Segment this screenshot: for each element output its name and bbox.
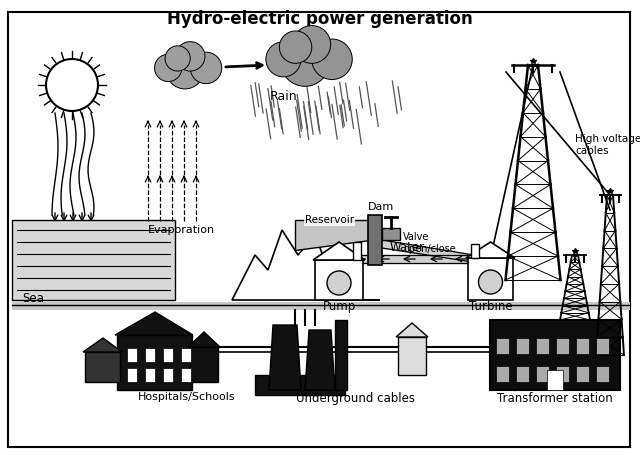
Text: Sea: Sea <box>22 292 44 305</box>
Bar <box>496 366 509 382</box>
Circle shape <box>165 46 190 71</box>
Text: Evaporation: Evaporation <box>148 225 215 235</box>
Bar <box>117 335 192 390</box>
Circle shape <box>281 38 330 86</box>
Bar <box>496 338 509 354</box>
Text: Transformer station: Transformer station <box>497 392 613 405</box>
Bar <box>163 368 173 382</box>
Text: Reservoir: Reservoir <box>305 215 354 225</box>
Bar <box>353 242 361 260</box>
Polygon shape <box>466 242 515 258</box>
Text: Underground cables: Underground cables <box>296 392 415 405</box>
Text: Water: Water <box>390 241 425 254</box>
Polygon shape <box>232 230 380 300</box>
Bar <box>190 347 218 382</box>
Bar <box>145 348 155 362</box>
Circle shape <box>166 51 204 89</box>
Bar <box>127 348 137 362</box>
Circle shape <box>154 54 182 81</box>
Circle shape <box>479 270 502 294</box>
Text: Rain: Rain <box>270 90 298 103</box>
Bar <box>127 368 137 382</box>
Polygon shape <box>83 338 122 352</box>
Bar <box>516 338 529 354</box>
Bar <box>556 338 569 354</box>
Bar <box>516 366 529 382</box>
Bar <box>468 258 513 300</box>
Circle shape <box>327 271 351 295</box>
Polygon shape <box>188 332 220 347</box>
Bar <box>368 215 382 265</box>
Bar <box>315 260 363 300</box>
Bar <box>163 348 173 362</box>
Bar <box>181 368 191 382</box>
Circle shape <box>266 42 301 77</box>
Circle shape <box>279 31 312 63</box>
Text: Hydro-electric power generation: Hydro-electric power generation <box>167 10 473 28</box>
Bar <box>576 366 589 382</box>
Bar <box>547 370 563 390</box>
Polygon shape <box>295 220 370 250</box>
Polygon shape <box>396 323 428 337</box>
Bar <box>398 337 426 375</box>
Circle shape <box>190 52 221 84</box>
Bar <box>382 228 400 240</box>
Bar <box>12 302 630 310</box>
Text: Hospitals/Schools: Hospitals/Schools <box>138 392 236 402</box>
Circle shape <box>312 39 352 80</box>
Text: Dam: Dam <box>368 202 394 212</box>
Bar <box>255 375 345 395</box>
Bar <box>556 366 569 382</box>
Bar <box>596 366 609 382</box>
Circle shape <box>175 42 205 71</box>
Bar <box>536 366 549 382</box>
Circle shape <box>46 59 98 111</box>
Text: High voltage
cables: High voltage cables <box>575 134 640 156</box>
Polygon shape <box>305 330 335 390</box>
Bar <box>12 220 175 300</box>
Bar <box>576 338 589 354</box>
Circle shape <box>293 25 331 63</box>
Polygon shape <box>313 242 365 260</box>
Text: Pump: Pump <box>323 300 356 313</box>
Bar <box>536 338 549 354</box>
Bar <box>181 348 191 362</box>
Polygon shape <box>269 325 301 390</box>
Bar <box>471 244 479 258</box>
Bar <box>85 352 120 382</box>
Text: Turbine: Turbine <box>468 300 512 313</box>
Text: Valve
open/close: Valve open/close <box>403 232 456 253</box>
Bar <box>596 338 609 354</box>
Bar <box>490 320 620 390</box>
Bar <box>145 368 155 382</box>
Polygon shape <box>115 312 193 335</box>
Bar <box>335 320 347 390</box>
